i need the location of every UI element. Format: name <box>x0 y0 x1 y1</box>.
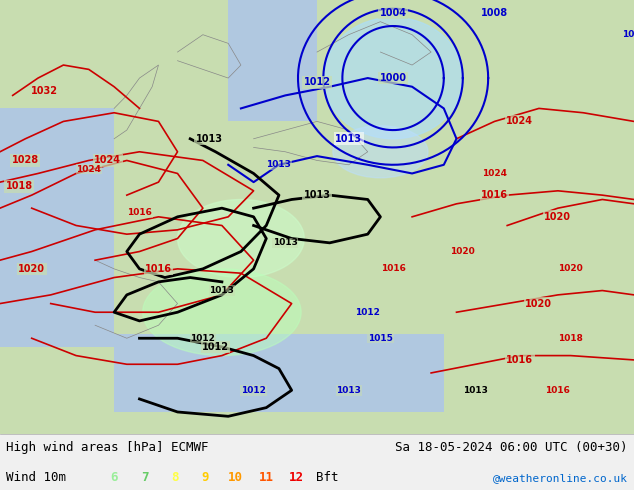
Text: 1012: 1012 <box>202 342 229 352</box>
Text: 1013: 1013 <box>304 190 330 200</box>
Text: 1004: 1004 <box>380 8 406 18</box>
Ellipse shape <box>333 126 428 178</box>
Text: 1013: 1013 <box>196 134 223 144</box>
Text: 1000: 1000 <box>380 73 406 83</box>
Text: 1020: 1020 <box>558 265 583 273</box>
Text: Wind 10m: Wind 10m <box>6 471 67 484</box>
Text: 1020: 1020 <box>18 264 45 274</box>
Text: 1012: 1012 <box>304 77 330 87</box>
Text: 1020: 1020 <box>545 212 571 222</box>
Text: 1013: 1013 <box>463 386 488 395</box>
Text: 1013: 1013 <box>209 286 235 295</box>
FancyBboxPatch shape <box>228 0 317 122</box>
Text: 1012: 1012 <box>241 386 266 395</box>
Text: 1024: 1024 <box>76 165 101 173</box>
Text: 1028: 1028 <box>12 155 39 166</box>
Text: 1012: 1012 <box>355 308 380 317</box>
Text: 1008: 1008 <box>621 30 634 39</box>
Text: 10: 10 <box>228 471 243 484</box>
Text: 1032: 1032 <box>31 86 58 96</box>
Text: 1018: 1018 <box>6 181 32 192</box>
Text: 1008: 1008 <box>481 8 508 18</box>
Text: Bft: Bft <box>316 471 339 484</box>
Text: 1016: 1016 <box>380 265 406 273</box>
Ellipse shape <box>323 17 463 139</box>
Text: 1024: 1024 <box>507 117 533 126</box>
FancyBboxPatch shape <box>0 108 114 347</box>
Text: 1013: 1013 <box>336 386 361 395</box>
Text: 1012: 1012 <box>190 334 216 343</box>
Text: 1018: 1018 <box>558 334 583 343</box>
Text: 12: 12 <box>289 471 304 484</box>
Text: 1013: 1013 <box>335 134 362 144</box>
Text: 1016: 1016 <box>481 190 508 200</box>
FancyBboxPatch shape <box>0 0 634 434</box>
Text: 1016: 1016 <box>507 355 533 365</box>
Text: 1020: 1020 <box>450 247 476 256</box>
Text: 1016: 1016 <box>545 386 571 395</box>
Text: 1016: 1016 <box>127 208 152 217</box>
Text: 6: 6 <box>110 471 118 484</box>
Text: 1013: 1013 <box>266 160 292 169</box>
Text: 1024: 1024 <box>482 169 507 178</box>
Ellipse shape <box>143 269 301 356</box>
Text: 9: 9 <box>202 471 209 484</box>
Ellipse shape <box>178 199 304 277</box>
Text: 7: 7 <box>141 471 148 484</box>
Text: 8: 8 <box>171 471 179 484</box>
Text: 1024: 1024 <box>94 155 121 166</box>
Text: 1016: 1016 <box>145 264 172 274</box>
Text: 1020: 1020 <box>526 298 552 309</box>
FancyBboxPatch shape <box>114 334 444 412</box>
Text: High wind areas [hPa] ECMWF: High wind areas [hPa] ECMWF <box>6 441 209 454</box>
Text: 1015: 1015 <box>368 334 393 343</box>
Text: 1013: 1013 <box>273 238 298 247</box>
Text: @weatheronline.co.uk: @weatheronline.co.uk <box>493 472 628 483</box>
Text: 11: 11 <box>259 471 274 484</box>
Text: Sa 18-05-2024 06:00 UTC (00+30): Sa 18-05-2024 06:00 UTC (00+30) <box>395 441 628 454</box>
